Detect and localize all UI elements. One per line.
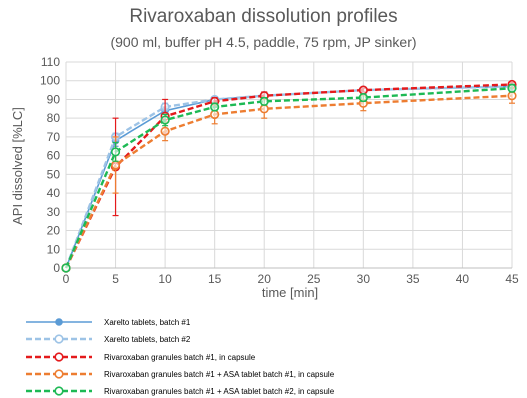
data-point bbox=[507, 83, 517, 93]
y-axis-label: API dissolved [%LC] bbox=[10, 107, 25, 225]
legend-marker bbox=[54, 334, 64, 344]
series-2 bbox=[61, 81, 517, 273]
y-tick-labels: 0 10 20 30 40 50 60 70 80 90 100 110 bbox=[40, 55, 60, 275]
legend-label: Xarelto tablets, batch #2 bbox=[104, 335, 191, 344]
x-tick-label: 10 bbox=[158, 272, 172, 286]
x-tick-label: 30 bbox=[357, 272, 371, 286]
data-point bbox=[358, 85, 368, 95]
y-tick-label: 100 bbox=[40, 74, 60, 88]
x-tick-label: 40 bbox=[456, 272, 470, 286]
series-1 bbox=[62, 82, 516, 272]
series-4 bbox=[61, 87, 517, 273]
x-tick-labels: 0 5 10 15 20 25 30 35 40 45 bbox=[63, 272, 519, 286]
y-tick-label: 80 bbox=[47, 111, 61, 125]
legend: Xarelto tablets, batch #1 Xarelto tablets… bbox=[26, 318, 335, 396]
y-tick-label: 20 bbox=[47, 224, 61, 238]
data-point bbox=[507, 91, 517, 101]
series-3 bbox=[61, 79, 517, 273]
legend-item-2: Xarelto tablets, batch #2 bbox=[26, 334, 191, 344]
legend-marker bbox=[55, 318, 63, 326]
y-tick-label: 90 bbox=[47, 92, 61, 106]
grid-lines bbox=[65, 61, 513, 269]
data-point bbox=[160, 115, 170, 125]
y-tick-label: 40 bbox=[47, 186, 61, 200]
y-tick-label: 110 bbox=[41, 55, 60, 69]
legend-item-4: Rivaroxaban granules batch #1 + ASA tabl… bbox=[26, 369, 335, 379]
y-tick-label: 30 bbox=[47, 205, 61, 219]
legend-label: Rivaroxaban granules batch #1 + ASA tabl… bbox=[104, 387, 335, 396]
chart-title: Rivaroxaban dissolution profiles bbox=[129, 6, 398, 27]
x-tick-label: 25 bbox=[307, 272, 321, 286]
legend-label: Rivaroxaban granules batch #1 + ASA tabl… bbox=[104, 370, 335, 379]
x-tick-label: 0 bbox=[63, 272, 70, 286]
data-point bbox=[210, 109, 220, 120]
y-tick-label: 50 bbox=[47, 167, 61, 181]
data-point bbox=[110, 160, 121, 170]
y-tick-label: 10 bbox=[47, 242, 61, 256]
series-line bbox=[64, 85, 513, 269]
series-line bbox=[64, 94, 513, 269]
data-point bbox=[358, 92, 368, 103]
series-line bbox=[65, 85, 513, 269]
series-5 bbox=[61, 83, 517, 273]
legend-marker bbox=[54, 386, 64, 396]
legend-item-1: Xarelto tablets, batch #1 bbox=[26, 318, 191, 327]
legend-item-5: Rivaroxaban granules batch #1 + ASA tabl… bbox=[26, 386, 335, 396]
x-tick-label: 15 bbox=[208, 272, 222, 286]
series-group bbox=[61, 79, 517, 273]
data-point bbox=[259, 96, 269, 106]
legend-label: Xarelto tablets, batch #1 bbox=[104, 318, 191, 327]
legend-marker bbox=[54, 369, 64, 379]
series-line bbox=[64, 83, 513, 269]
legend-marker bbox=[54, 352, 64, 362]
x-tick-label: 35 bbox=[406, 272, 420, 286]
legend-item-3: Rivaroxaban granules batch #1, in capsul… bbox=[26, 352, 256, 362]
x-tick-label: 5 bbox=[112, 272, 119, 286]
legend-label: Rivaroxaban granules batch #1, in capsul… bbox=[104, 353, 256, 362]
series-line bbox=[64, 87, 513, 269]
x-axis-label: time [min] bbox=[262, 285, 318, 300]
data-point bbox=[259, 104, 269, 114]
data-point bbox=[61, 263, 71, 273]
data-point bbox=[110, 147, 121, 157]
data-point bbox=[160, 126, 170, 136]
y-tick-label: 0 bbox=[53, 261, 60, 275]
data-point bbox=[210, 102, 220, 112]
y-tick-label: 60 bbox=[47, 149, 61, 163]
x-tick-label: 45 bbox=[505, 272, 519, 286]
y-tick-label: 70 bbox=[47, 130, 61, 144]
chart-subtitle: (900 ml, buffer pH 4.5, paddle, 75 rpm, … bbox=[110, 34, 417, 50]
x-tick-label: 20 bbox=[258, 272, 272, 286]
